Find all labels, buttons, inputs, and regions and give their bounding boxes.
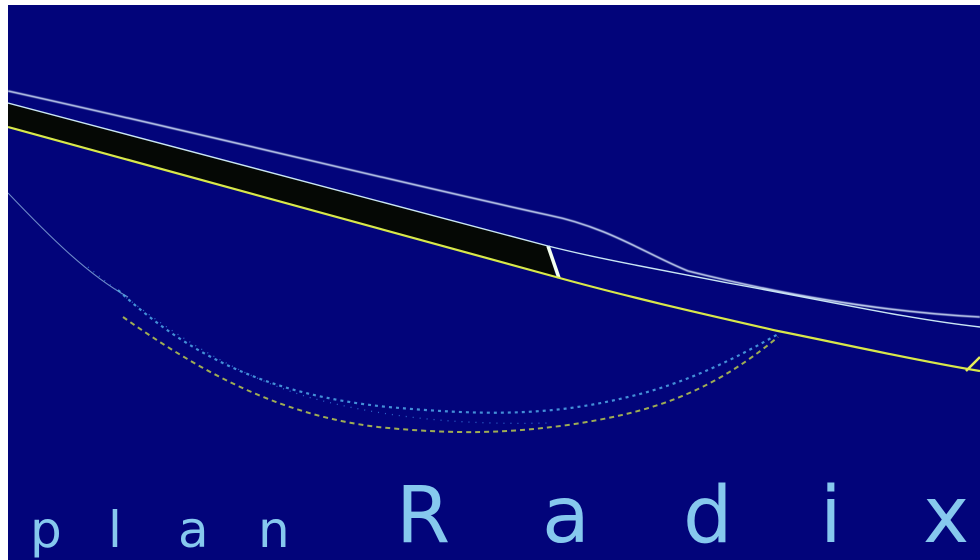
logo-image-frame: p l a n R a d i x — [8, 5, 980, 560]
top-edge-line — [8, 90, 980, 318]
x-ray-curve-artwork — [8, 90, 980, 434]
lower-arc-scatter — [87, 266, 549, 425]
dark-band — [8, 103, 556, 277]
lower-arc-inner — [117, 289, 781, 414]
band-lower-edge — [8, 125, 980, 373]
faint-left-curve — [8, 192, 129, 298]
band-upper-edge — [8, 102, 980, 328]
right-end-tick — [965, 356, 980, 372]
band-end-edge — [546, 245, 561, 279]
lower-arc-outer — [122, 316, 779, 434]
